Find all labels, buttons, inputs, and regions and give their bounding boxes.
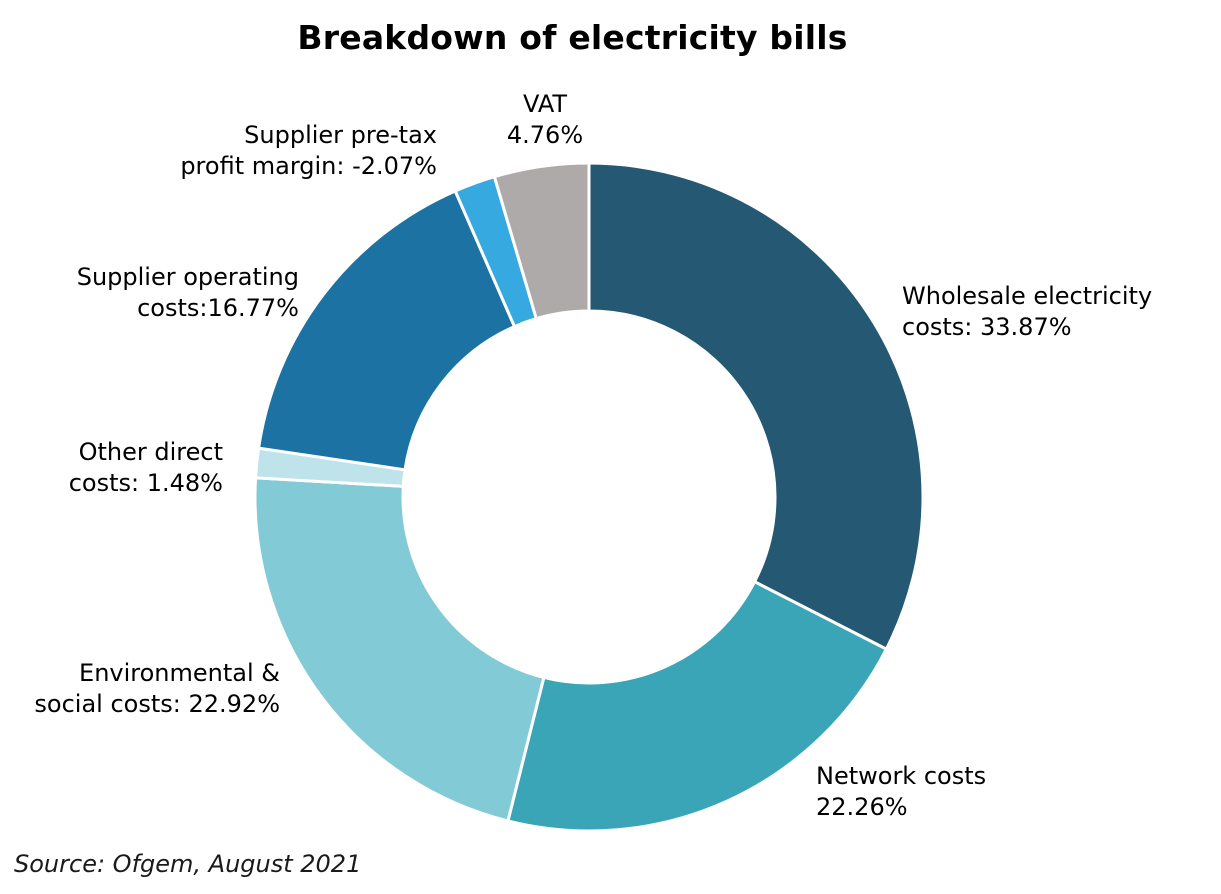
- label-environmental-line1: Environmental &: [79, 659, 280, 687]
- label-other-direct-line2: costs: 1.48%: [68, 469, 223, 497]
- label-vat-line1: VAT: [522, 90, 568, 118]
- label-other-direct-line1: Other direct: [78, 438, 223, 466]
- label-network-costs: Network costs 22.26%: [816, 761, 986, 823]
- label-supplier-operating-line1: Supplier operating: [76, 263, 299, 291]
- label-wholesale-line1: Wholesale electricity: [902, 282, 1153, 310]
- label-network-line2: 22.26%: [816, 793, 908, 821]
- label-supplier-profit: Supplier pre-tax profit margin: -2.07%: [180, 120, 437, 182]
- donut-slices: [253, 161, 925, 833]
- label-environmental-line2: social costs: 22.92%: [34, 690, 280, 718]
- source-note: Source: Ofgem, August 2021: [14, 850, 362, 878]
- donut-slice-2: [253, 476, 546, 823]
- label-vat-line2: 4.76%: [506, 121, 584, 149]
- label-supplier-operating-line2: costs:16.77%: [137, 294, 299, 322]
- chart-title: Breakdown of electricity bills: [297, 18, 848, 57]
- donut-slice-4: [256, 188, 517, 472]
- donut-slice-0: [587, 161, 925, 652]
- label-wholesale-electricity: Wholesale electricity costs: 33.87%: [902, 281, 1152, 343]
- label-supplier-profit-line2: profit margin: -2.07%: [180, 152, 437, 180]
- label-environmental-social: Environmental & social costs: 22.92%: [34, 658, 280, 720]
- label-wholesale-line2: costs: 33.87%: [902, 313, 1072, 341]
- label-vat: VAT 4.76%: [480, 89, 610, 151]
- donut-slice-1: [506, 579, 889, 833]
- label-supplier-profit-line1: Supplier pre-tax: [244, 121, 437, 149]
- label-other-direct: Other direct costs: 1.48%: [69, 437, 223, 499]
- label-supplier-operating: Supplier operating costs:16.77%: [77, 262, 299, 324]
- donut-slice-6: [492, 161, 591, 321]
- label-network-line1: Network costs: [816, 762, 987, 790]
